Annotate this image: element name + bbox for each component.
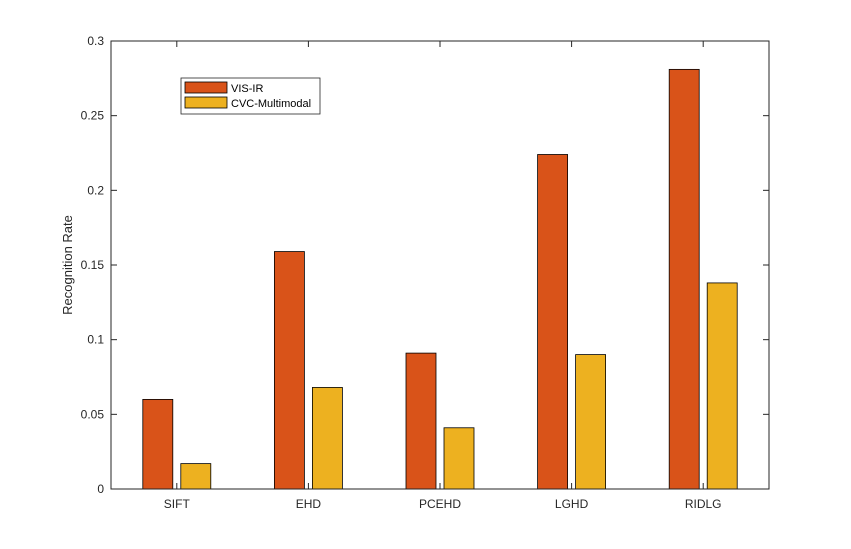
y-tick-label: 0.25	[81, 109, 105, 123]
y-axis-title: Recognition Rate	[60, 215, 75, 315]
bar-lghd-cvc-multimodal	[575, 354, 606, 490]
legend-label: VIS-IR	[231, 83, 263, 95]
x-tick-label: PCEHD	[419, 497, 461, 511]
bar-sift-cvc-multimodal	[180, 463, 212, 490]
y-tick-label: 0.15	[81, 258, 105, 272]
bar-pcehd-vis-ir	[405, 352, 437, 490]
bar-pcehd-cvc-multimodal	[443, 427, 475, 490]
bar-ehd-cvc-multimodal	[311, 387, 343, 490]
plot-area	[111, 41, 769, 489]
legend-swatch	[184, 96, 228, 109]
legend: VIS-IR CVC-Multimodal	[180, 77, 321, 115]
bar-lghd-vis-ir	[537, 154, 568, 490]
y-tick-label: 0.2	[87, 183, 104, 197]
y-tick-label: 0.1	[87, 333, 104, 347]
y-tick-labels: 0 0.05 0.1 0.15 0.2 0.25 0.3	[81, 34, 105, 496]
bar-ridlg-cvc-multimodal	[706, 282, 738, 490]
plot-frame	[110, 40, 770, 490]
bars-layer	[142, 68, 738, 490]
bar-ridlg-vis-ir	[668, 68, 700, 490]
x-tick-label: SIFT	[164, 497, 191, 511]
y-tick-label: 0.05	[81, 407, 105, 421]
bar-sift-vis-ir	[142, 398, 174, 490]
x-tick-labels: SIFT EHD PCEHD LGHD RIDLG	[164, 497, 722, 511]
legend-label: CVC-Multimodal	[231, 98, 311, 110]
x-tick-label: LGHD	[555, 497, 589, 511]
x-tick-label: RIDLG	[685, 497, 722, 511]
legend-swatch	[184, 81, 228, 94]
bar-ehd-vis-ir	[273, 251, 305, 490]
x-tick-label: EHD	[296, 497, 322, 511]
y-tick-label: 0	[97, 482, 104, 496]
y-tick-label: 0.3	[87, 34, 104, 48]
